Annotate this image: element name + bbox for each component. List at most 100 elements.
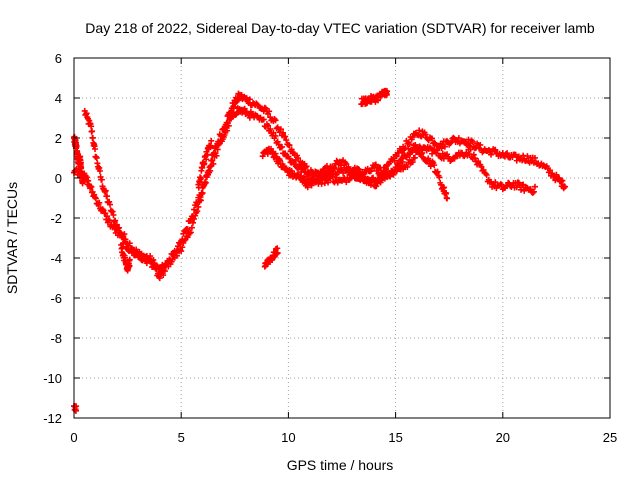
data-point xyxy=(187,216,194,223)
data-point xyxy=(265,122,272,129)
x-tick-labels: 0 5 10 15 20 25 xyxy=(70,430,617,445)
data-point xyxy=(475,158,482,165)
y-tick-label: -8 xyxy=(50,331,62,346)
data-point xyxy=(214,146,221,153)
data-point xyxy=(531,154,538,161)
data-point xyxy=(485,146,492,153)
data-point xyxy=(260,116,267,123)
data-point xyxy=(524,153,531,160)
data-point xyxy=(372,161,379,168)
data-point xyxy=(147,258,154,265)
data-point xyxy=(492,146,499,153)
data-point xyxy=(274,249,281,256)
data-point xyxy=(286,142,293,149)
data-point xyxy=(467,146,474,153)
grid xyxy=(74,58,610,418)
data-point xyxy=(243,95,250,102)
y-axis-title: SDTVAR / TECUs xyxy=(4,182,20,294)
data-point xyxy=(189,219,196,226)
data-point xyxy=(203,156,210,163)
data-point xyxy=(529,189,536,196)
data-point xyxy=(399,158,406,165)
data-point xyxy=(465,136,472,143)
data-point xyxy=(486,179,493,186)
data-point xyxy=(230,103,237,110)
data-point xyxy=(385,161,392,168)
data-point xyxy=(173,247,180,254)
data-point xyxy=(129,247,136,254)
y-tick-label: -2 xyxy=(50,211,62,226)
data-point xyxy=(300,165,307,172)
data-point xyxy=(112,217,119,224)
x-tick-label: 20 xyxy=(496,430,510,445)
data-point xyxy=(121,236,128,243)
data-point xyxy=(93,154,100,161)
data-point xyxy=(427,163,434,170)
data-point xyxy=(179,236,186,243)
data-point xyxy=(88,123,95,130)
data-point xyxy=(194,208,201,215)
series-left-edge-cluster xyxy=(71,133,86,187)
data-point xyxy=(356,166,363,173)
data-point xyxy=(330,165,337,172)
data-point xyxy=(434,168,441,175)
data-point xyxy=(201,160,208,167)
x-tick-label: 15 xyxy=(388,430,402,445)
data-point xyxy=(202,179,209,186)
x-tick-label: 10 xyxy=(281,430,295,445)
data-point xyxy=(471,155,478,162)
data-point xyxy=(153,266,160,273)
data-point xyxy=(323,169,330,176)
y-tick-label: 2 xyxy=(55,131,62,146)
axis-ticks xyxy=(73,57,611,419)
series-isolated-segment-9h xyxy=(261,245,281,270)
data-point xyxy=(166,258,173,265)
chart-title: Day 218 of 2022, Sidereal Day-to-day VTE… xyxy=(85,20,595,36)
data-point xyxy=(422,131,429,138)
data-point xyxy=(549,170,556,177)
data-point xyxy=(209,157,216,164)
data-point xyxy=(462,138,469,145)
data-point xyxy=(96,168,103,175)
x-tick-label: 25 xyxy=(603,430,617,445)
data-point xyxy=(148,257,155,264)
data-point xyxy=(328,172,335,179)
series-dip-tail xyxy=(118,241,133,274)
data-point xyxy=(343,160,350,167)
data-point xyxy=(518,186,525,193)
data-point xyxy=(295,155,302,162)
data-point xyxy=(267,126,274,133)
data-point xyxy=(286,155,293,162)
data-point xyxy=(188,224,195,231)
series-early-afternoon-segment xyxy=(195,137,215,191)
data-point xyxy=(141,255,148,262)
data-point xyxy=(98,176,105,183)
data-point xyxy=(559,177,566,184)
series-secondary-trace xyxy=(259,141,451,202)
data-point xyxy=(156,275,163,282)
data-point xyxy=(406,141,413,148)
data-point xyxy=(447,140,454,147)
data-point xyxy=(304,184,311,191)
data-point xyxy=(208,137,215,144)
data-point xyxy=(513,157,520,164)
data-point xyxy=(89,128,96,135)
data-point xyxy=(106,217,113,224)
data-point xyxy=(186,230,193,237)
data-point xyxy=(143,260,150,267)
data-point xyxy=(187,229,194,236)
data-point xyxy=(79,180,86,187)
y-tick-label: 0 xyxy=(55,171,62,186)
data-point xyxy=(306,170,313,177)
data-point xyxy=(110,222,117,229)
data-point xyxy=(102,187,109,194)
data-point xyxy=(99,206,106,213)
x-tick-label: 5 xyxy=(178,430,185,445)
data-point xyxy=(104,193,111,200)
data-point xyxy=(210,160,217,167)
data-point xyxy=(478,163,485,170)
data-point xyxy=(160,272,167,279)
y-tick-label: -6 xyxy=(50,291,62,306)
data-point xyxy=(189,213,196,220)
